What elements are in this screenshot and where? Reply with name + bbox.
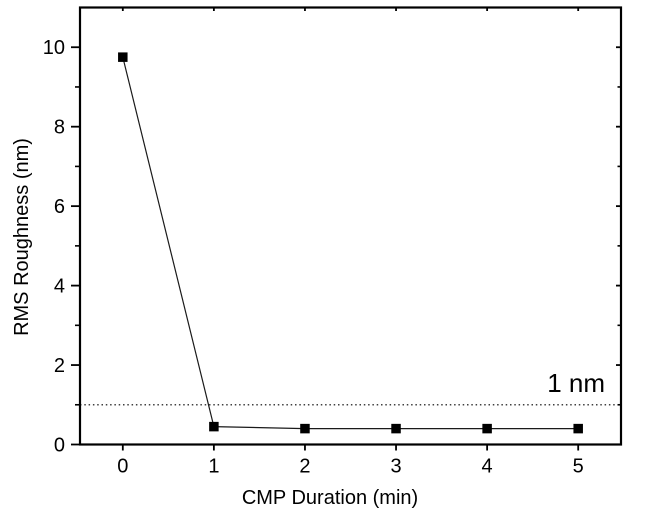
data-point-marker [300, 423, 310, 434]
y-tick-label: 10 [43, 37, 65, 59]
data-line [122, 57, 579, 430]
x-tick-label: 4 [482, 456, 493, 478]
y-axis-title: RMS Roughness (nm) [11, 138, 33, 336]
y-tick-label: 2 [54, 355, 65, 377]
data-point-marker [573, 423, 583, 434]
y-tick-label: 4 [54, 276, 65, 298]
x-tick-label: 1 [208, 456, 219, 478]
data-point-marker [209, 421, 219, 432]
x-tick-label: 3 [390, 456, 401, 478]
y-tick-label: 0 [54, 435, 65, 457]
x-tick-label: 0 [117, 456, 128, 478]
data-point-marker [118, 52, 128, 62]
x-axis-title: CMP Duration (min) [241, 487, 419, 509]
plot-frame [78, 6, 623, 446]
data-point-marker [482, 423, 492, 434]
y-tick-label: 6 [54, 196, 65, 218]
data-point-marker [391, 423, 401, 434]
x-tick-label: 5 [573, 456, 584, 478]
reference-line-label: 1 nm [547, 368, 605, 398]
y-tick-label: 8 [54, 117, 65, 139]
x-tick-label: 2 [299, 456, 310, 478]
